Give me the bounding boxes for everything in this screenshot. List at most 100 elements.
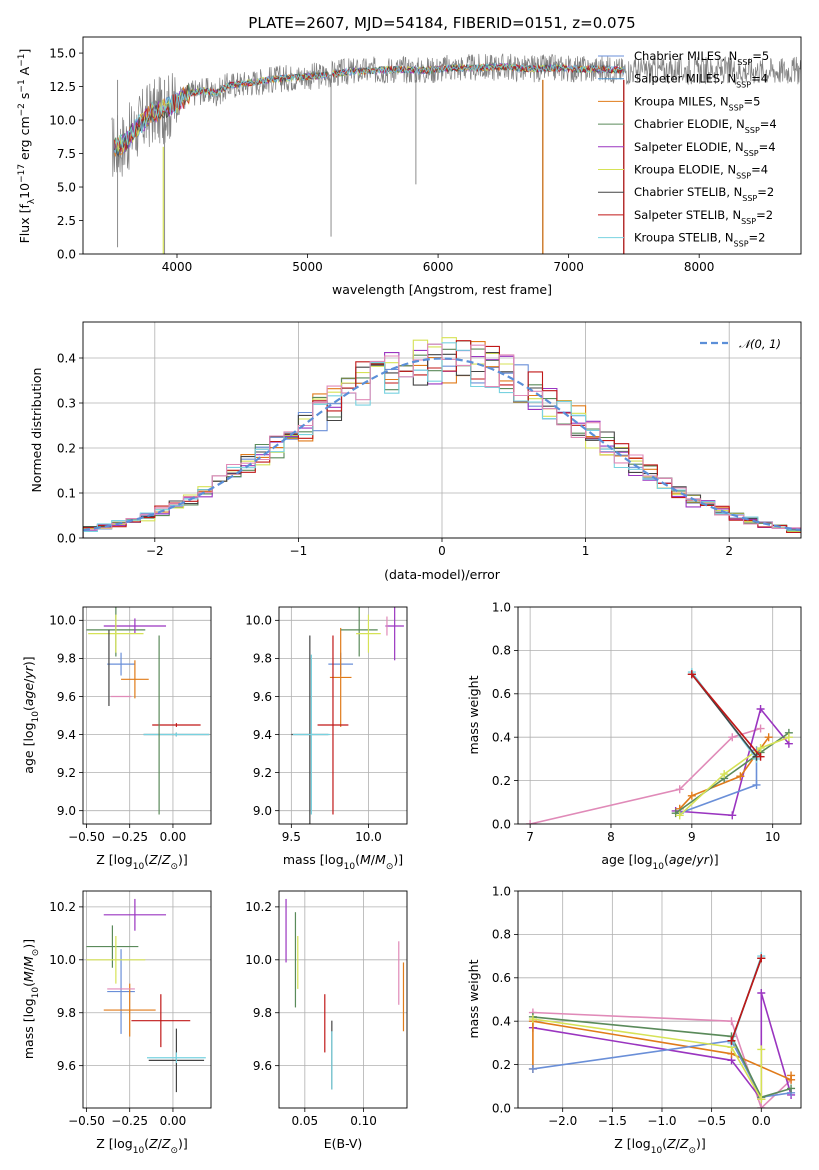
spectrum-panel-plot-area	[111, 53, 801, 254]
y-tick-label: 0.6	[492, 687, 511, 701]
mass-weight-marker	[720, 770, 729, 779]
weight-age-x-label-part: /	[692, 852, 697, 867]
mass-weight-marker	[787, 1084, 796, 1093]
mass-weight-marker	[675, 785, 684, 794]
mass-vs-extinction-panel: 0.05 0.10 9.6 9.8 10.0 10.2	[245, 890, 408, 1128]
age-z-x-label-part: Z [log	[96, 852, 132, 867]
mass-z-y-label-part: M	[21, 971, 36, 982]
age-vs-mass-panel-frame	[278, 606, 408, 825]
y-tick-label: 15.0	[49, 46, 76, 60]
age-z-x-label-part: ⊙	[170, 862, 178, 872]
age-z-y-label-part: yr	[21, 665, 36, 679]
legend-entry-label: Kroupa ELODIE, N	[634, 163, 736, 177]
residual-panel-plot-area	[83, 337, 801, 538]
mass-weight-marker	[787, 1071, 796, 1080]
y-tick-label: 0.0	[492, 817, 511, 831]
spectrum-y-label: Flux [fλ10−17 erg cm−2 s−1 A−1]	[17, 49, 37, 244]
legend-entry: Salpeter STELIB, NSSP=2	[634, 208, 773, 226]
mass-z-x-label-part: /	[158, 1136, 163, 1151]
weight-z-y-label: mass weight	[466, 959, 481, 1038]
weight-age-x-label: age [log10(age/yr)]	[601, 852, 718, 872]
legend-entry-suffix: =4	[760, 117, 777, 131]
legend-entry: Kroupa MILES, NSSP=5	[634, 94, 760, 112]
mass-weight-marker	[728, 733, 737, 742]
y-tick-label: 10.0	[49, 953, 76, 967]
age-mass-x-label-part: 10	[344, 862, 356, 872]
y-tick-label: 10.2	[245, 900, 272, 914]
age-z-y-label-part: age	[21, 683, 36, 707]
y-tick-label: 9.6	[253, 690, 272, 704]
mass-weight-marker	[675, 811, 684, 820]
legend-entry-suffix: =4	[751, 72, 768, 86]
age-z-x-label: Z [log10(Z/Z⊙)]	[96, 852, 188, 872]
y-tick-label: 5.0	[57, 180, 76, 194]
y-tick-label: 9.4	[253, 728, 272, 742]
mass-weight-marker	[752, 780, 761, 789]
spectrum-panel-frame	[82, 36, 802, 255]
age-vs-metallicity-panel: −0.50 −0.25 0.00 9.0 9.2 9.4 9.6 9.8 10.0	[49, 606, 212, 844]
model-spectrum-line	[113, 62, 626, 154]
age-mass-x-label-part: )]	[393, 852, 403, 867]
mass-z-y-label-part: 10	[31, 987, 41, 999]
mass-weight-marker	[757, 1045, 766, 1054]
mass-weight-vs-age-panel: 7 8 9 10 0.0 0.2 0.4 0.6 0.8 1.0	[492, 600, 802, 844]
y-tick-label: 0.2	[492, 774, 511, 788]
mass-weight-line	[532, 1016, 792, 1099]
x-tick-label: 0.00	[160, 830, 187, 844]
legend-entry-subscript: SSP	[745, 126, 760, 135]
age-z-x-label-part: Z	[161, 852, 171, 867]
mass-weight-marker	[757, 1095, 766, 1104]
mass-weight-marker	[727, 1017, 736, 1026]
model-spectrum-line	[113, 63, 626, 154]
y-tick-label: 9.2	[253, 766, 272, 780]
legend-entry-subscript: SSP	[729, 103, 744, 112]
mass-weight-line	[679, 736, 790, 816]
weight-z-x-label-part: (	[662, 1136, 667, 1151]
y-tick-label: 1.0	[492, 884, 511, 898]
mass-weight-marker	[784, 733, 793, 742]
legend-entry: Chabrier MILES, NSSP=5	[634, 49, 769, 67]
x-tick-label: −0.50	[68, 1114, 105, 1128]
legend-entry-subscript: SSP	[741, 216, 756, 225]
x-tick-label: 9	[688, 830, 696, 844]
x-tick-label: −0.25	[111, 830, 148, 844]
legend-entry-label: Chabrier MILES, N	[634, 49, 737, 63]
mass-weight-line	[532, 1011, 792, 1108]
weight-age-x-label-part: (	[664, 852, 669, 867]
mass-z-x-label-part: )]	[178, 1136, 188, 1151]
mass-z-x-label: Z [log10(Z/Z⊙)]	[96, 1136, 188, 1156]
x-tick-label: 7	[526, 830, 534, 844]
legend-entry-label: Salpeter ELODIE, N	[634, 140, 744, 154]
weight-z-x-label-part: 10	[651, 1146, 663, 1156]
mass-z-y-label-part: /	[21, 966, 36, 971]
y-tick-label: 10.0	[245, 614, 272, 628]
age-mass-x-label: mass [log10(M/M⊙)]	[283, 852, 403, 872]
legend-entry-subscript: SSP	[736, 171, 751, 180]
x-tick-label: 2	[725, 544, 733, 558]
mass-weight-marker	[528, 1015, 537, 1024]
weight-z-x-label: Z [log10(Z/Z⊙)]	[614, 1136, 706, 1156]
x-tick-label: 1	[582, 544, 590, 558]
legend-entry: 𝒩(0, 1)	[739, 337, 781, 351]
x-tick-label: −2.0	[548, 1114, 577, 1128]
y-tick-label: 0.3	[57, 396, 76, 410]
x-tick-label: 8000	[684, 260, 715, 274]
x-tick-label: −0.5	[697, 1114, 726, 1128]
x-tick-label: 0.05	[291, 1114, 318, 1128]
x-tick-label: 10.0	[355, 830, 382, 844]
y-tick-label: 0.8	[492, 644, 511, 658]
mass-weight-vs-age-panel-plot-area	[526, 668, 793, 824]
residual-panel: −2 −1 0 1 2 0.0 0.1 0.2 0.3 0.4	[57, 321, 802, 558]
legend-entry-label: Salpeter STELIB, N	[634, 208, 741, 222]
model-spectrum-line	[113, 63, 626, 152]
spectrum-y-label-part: Flux [f	[17, 204, 32, 244]
age-mass-x-label-part: (	[355, 852, 360, 867]
legend-entry-subscript: SSP	[742, 194, 757, 203]
age-mass-x-label-part: /	[371, 852, 376, 867]
age-z-x-label-part: )]	[178, 852, 188, 867]
mass-vs-metallicity-panel-plot-area	[86, 898, 206, 1093]
y-tick-label: 9.8	[57, 1006, 76, 1020]
mass-weight-line	[675, 732, 790, 814]
y-tick-label: 0.0	[57, 531, 76, 545]
